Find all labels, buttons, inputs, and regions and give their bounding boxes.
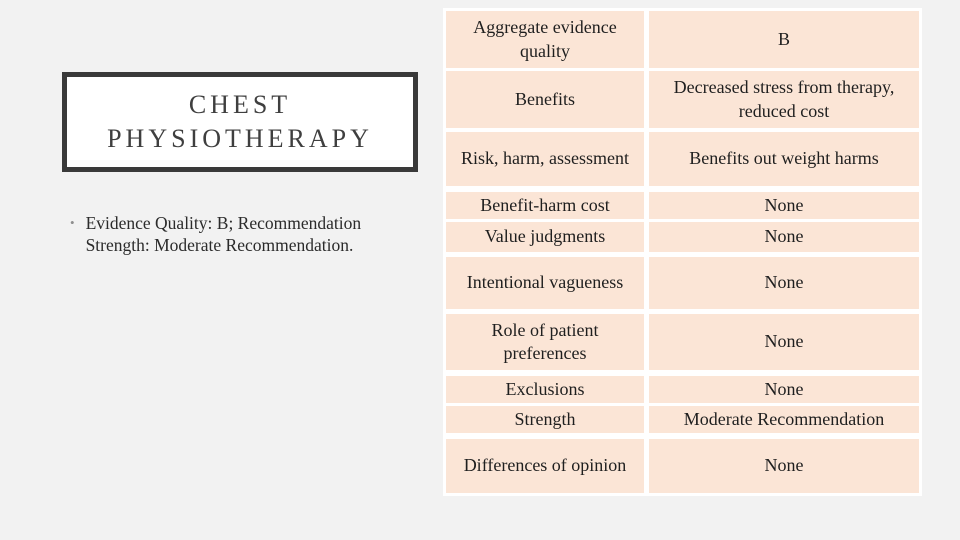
row-label-cell: Role of patient preferences xyxy=(446,314,644,370)
row-label-cell: Value judgments xyxy=(446,222,644,252)
table-row: Role of patient preferences None xyxy=(446,314,919,370)
table-row: Intentional vagueness None xyxy=(446,257,919,309)
row-value-cell: None xyxy=(649,314,919,370)
row-label-cell: Benefits xyxy=(446,71,644,128)
bullet-text: Evidence Quality: B; Recommendation Stre… xyxy=(85,213,362,255)
row-value-cell: None xyxy=(649,222,919,252)
bullet-icon: • xyxy=(70,215,75,230)
row-label-cell: Strength xyxy=(446,406,644,433)
table-row: Value judgments None xyxy=(446,222,919,252)
row-value-cell: Decreased stress from therapy, reduced c… xyxy=(649,71,919,128)
row-label-cell: Intentional vagueness xyxy=(446,257,644,309)
page-title: CHEST PHYSIOTHERAPY xyxy=(107,90,373,153)
row-label-cell: Risk, harm, assessment xyxy=(446,132,644,186)
table-row: Benefits Decreased stress from therapy, … xyxy=(446,71,919,128)
row-label-cell: Exclusions xyxy=(446,376,644,403)
bullet-item: • Evidence Quality: B; Recommendation St… xyxy=(70,212,392,256)
row-value-cell: Moderate Recommendation xyxy=(649,406,919,433)
table-row: Benefit-harm cost None xyxy=(446,192,919,219)
table-row: Exclusions None xyxy=(446,376,919,403)
table-row: Differences of opinion None xyxy=(446,439,919,493)
row-value-cell: None xyxy=(649,376,919,403)
row-value-cell: None xyxy=(649,192,919,219)
row-value-cell: None xyxy=(649,439,919,493)
table-row: Risk, harm, assessment Benefits out weig… xyxy=(446,132,919,186)
evidence-table: Aggregate evidence quality B Benefits De… xyxy=(443,8,922,496)
row-value-cell: Benefits out weight harms xyxy=(649,132,919,186)
row-value-cell: B xyxy=(649,11,919,68)
row-label-cell: Benefit-harm cost xyxy=(446,192,644,219)
row-label-cell: Differences of opinion xyxy=(446,439,644,493)
table-row: Aggregate evidence quality B xyxy=(446,11,919,68)
title-box: CHEST PHYSIOTHERAPY xyxy=(62,72,418,172)
row-value-cell: None xyxy=(649,257,919,309)
table-row: Strength Moderate Recommendation xyxy=(446,406,919,433)
row-label-cell: Aggregate evidence quality xyxy=(446,11,644,68)
